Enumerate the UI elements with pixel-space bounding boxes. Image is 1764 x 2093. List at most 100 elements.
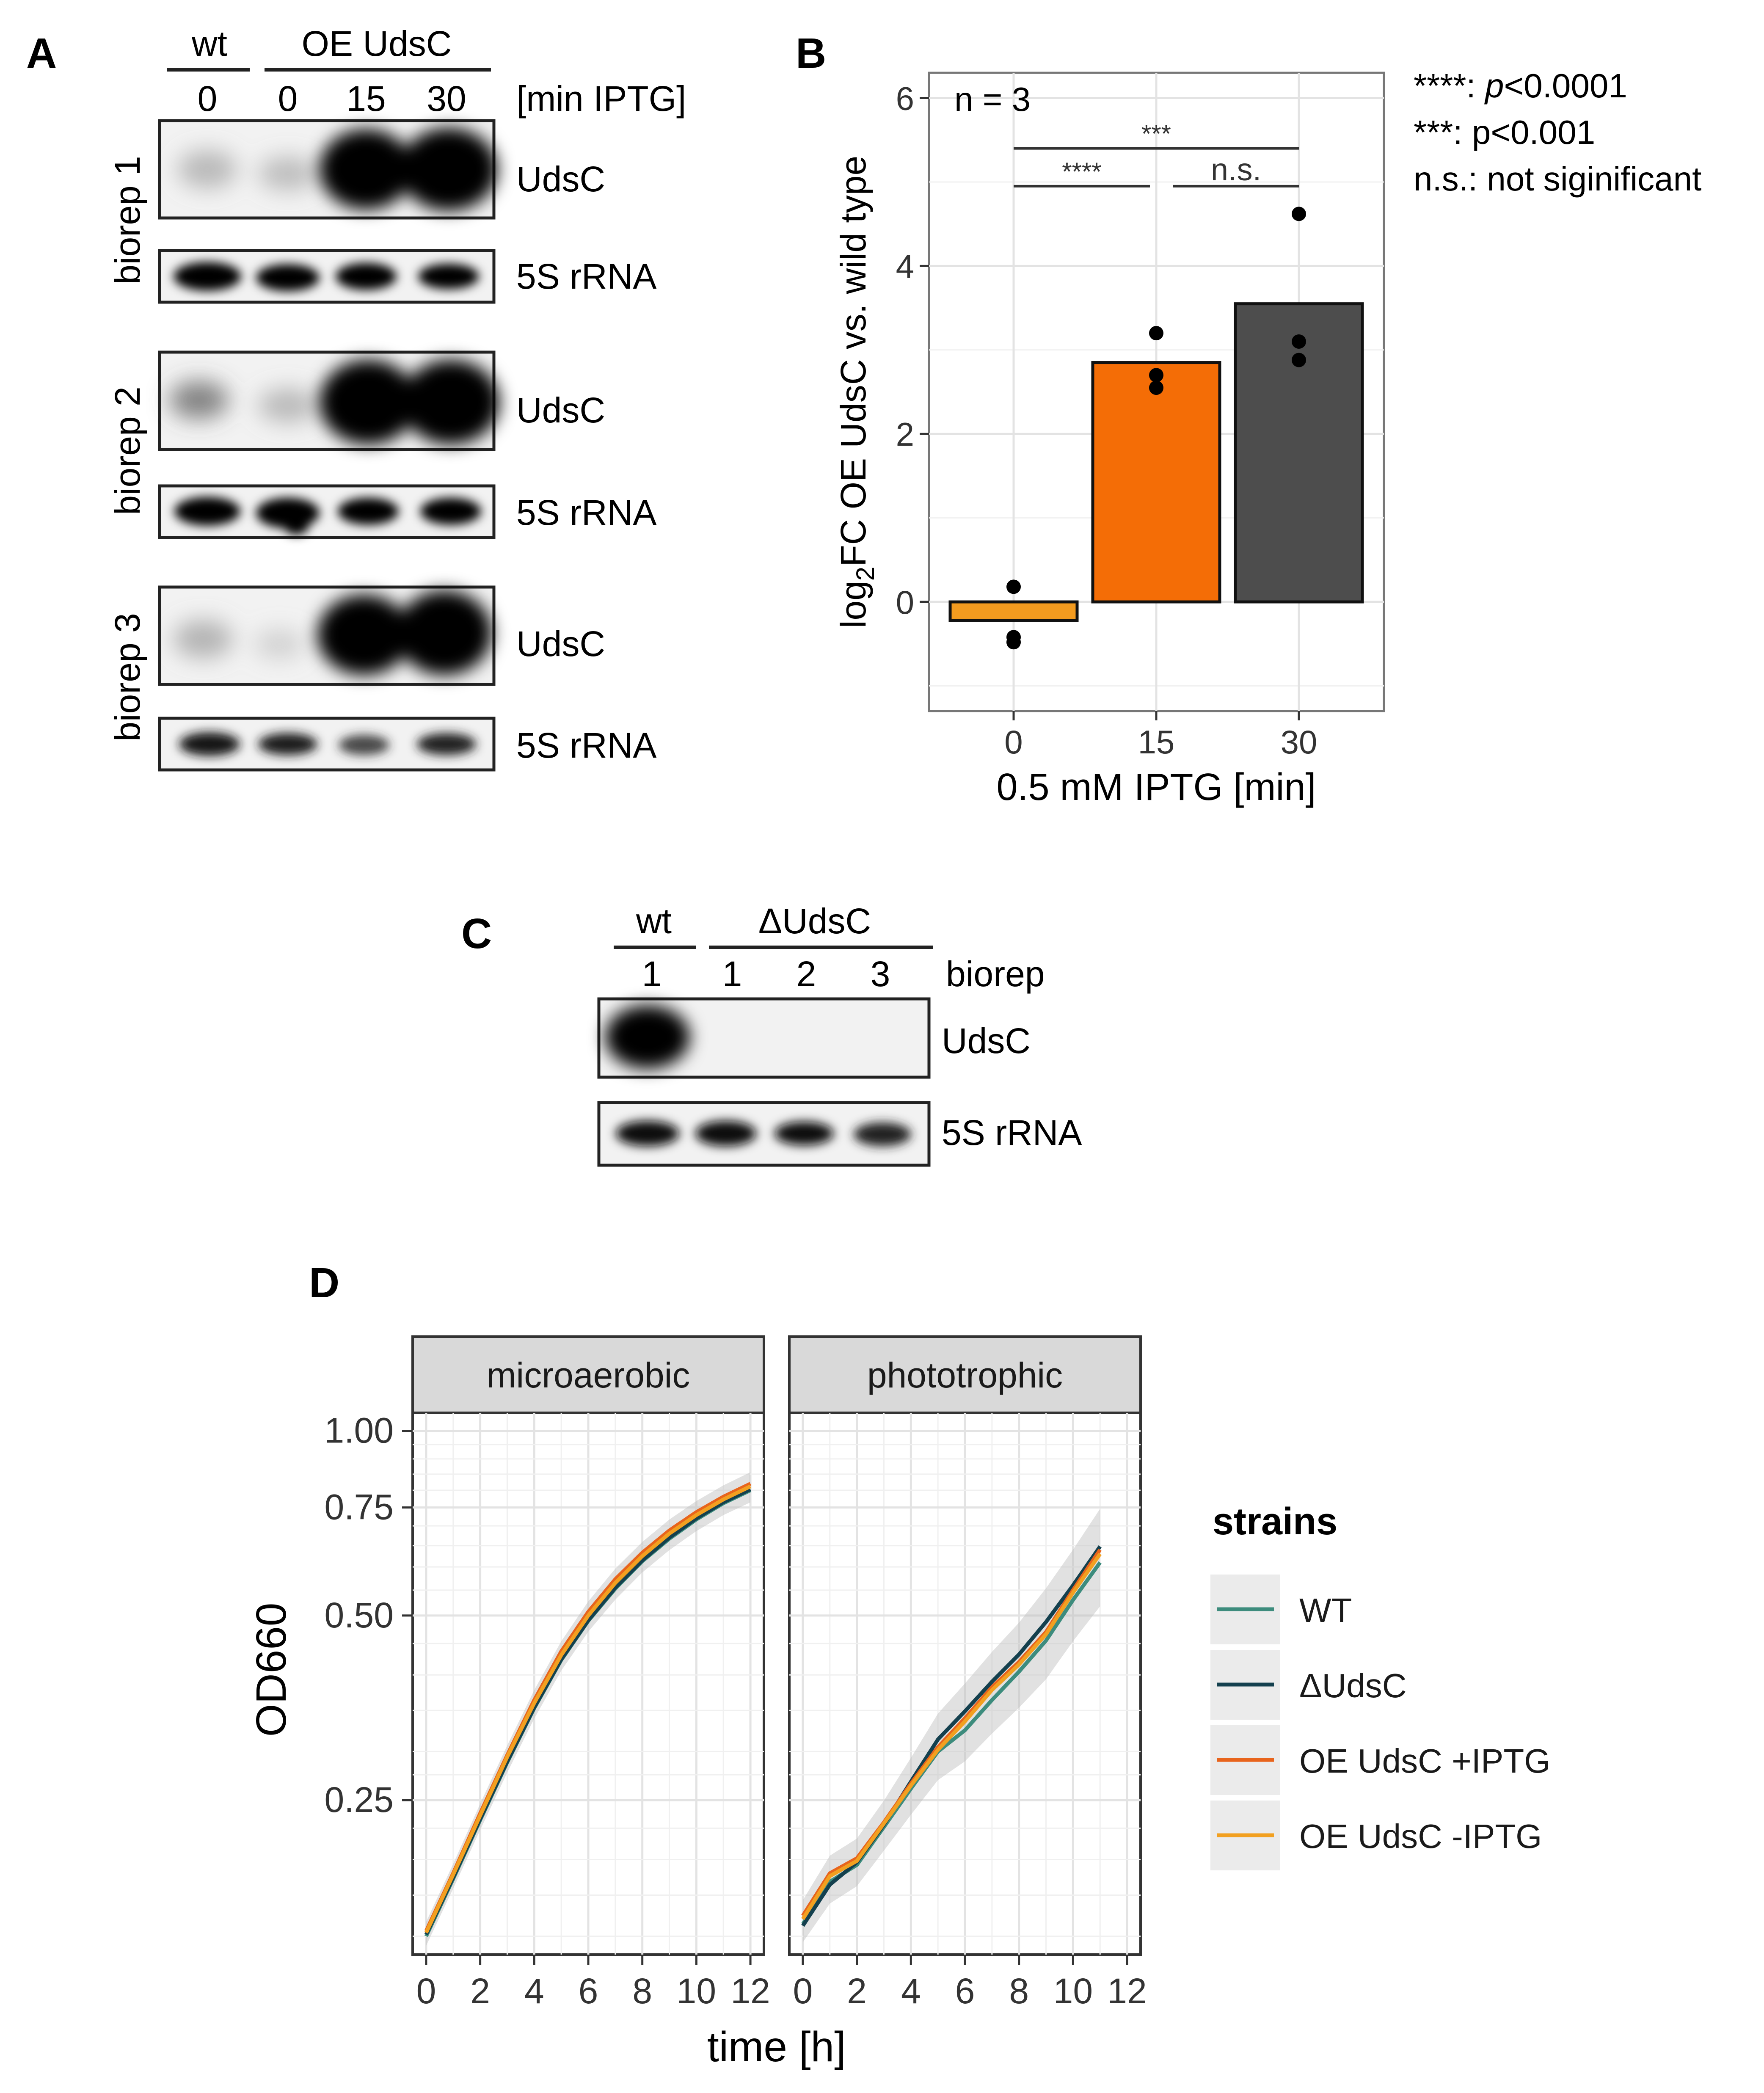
plot-b-significance: ******* n.s. <box>1014 120 1299 188</box>
plot-d-ylabel: OD660 <box>248 1603 295 1737</box>
x-tick-label: 10 <box>677 1971 716 2011</box>
plot-d-xlabel: time [h] <box>707 2023 846 2071</box>
panel-d: D microaerobic phototrophic 0 2 4 6 8 10 12 0 2 4… <box>248 1259 1550 2071</box>
sig-legend-line: ***: p<0.001 <box>1414 113 1595 151</box>
bar <box>1091 361 1221 604</box>
group-oe-label: OE UdsC <box>302 24 452 63</box>
sig-value: <0.0001 <box>1504 67 1627 105</box>
plot-b-x-ticks: 0 15 30 <box>1004 711 1317 761</box>
lane-label: 3 <box>871 954 890 994</box>
lane-unit-label: biorep <box>946 954 1045 994</box>
y-tick-label: 0.50 <box>325 1595 394 1635</box>
band-5s-label: 5S rRNA <box>516 493 656 532</box>
plot-d-grid <box>413 1413 1141 1955</box>
plot-b-points <box>1006 207 1306 650</box>
band-5s-label: 5S rRNA <box>516 256 656 296</box>
facet-strip-phototrophic <box>788 1335 1142 1414</box>
sig-legend-line: ****: p<0.0001 <box>1414 67 1627 105</box>
band-udsc-strong <box>320 360 417 444</box>
biorep-label: biorep 3 <box>107 613 147 742</box>
band-udsc-label: UdsC <box>516 159 605 199</box>
lane-label: 2 <box>797 954 816 994</box>
significance-legend: ****: p<0.0001 ***: p<0.001 n.s.: not si… <box>1414 67 1701 198</box>
plot-d-axes: 0 2 4 6 8 10 12 0 2 4 6 8 10 120.250.500.751.00 <box>325 1411 1147 2011</box>
biorep-label: biorep 2 <box>107 386 147 515</box>
x-tick-label: 10 <box>1053 1971 1093 2011</box>
band-udsc-strong <box>402 360 499 444</box>
ylabel-part: log <box>833 581 873 628</box>
plot-d-legend: strains WT ΔUdsC OE UdsC +IPTG OE UdsC -IPT… <box>1210 1500 1550 1870</box>
x-tick-label: 0 <box>793 1971 813 2011</box>
data-point <box>1149 326 1163 341</box>
lane-label: 1 <box>642 954 662 994</box>
series-line <box>424 1484 752 1934</box>
sig-p: p <box>1484 67 1504 105</box>
y-tick-label: 1.00 <box>325 1411 394 1450</box>
significance-label: **** <box>1062 157 1101 186</box>
data-point <box>1292 353 1306 367</box>
lane-label: 30 <box>427 79 466 119</box>
plot-d-lines <box>424 1482 1102 1937</box>
blot-group-biorep-3: biorep 3 UdsC 5S rRNA <box>107 585 656 772</box>
x-tick-label: 30 <box>1281 723 1317 761</box>
x-tick-label: 2 <box>847 1971 867 2011</box>
panel-a-label: A <box>26 30 57 77</box>
legend-label: ΔUdsC <box>1299 1667 1406 1704</box>
data-point <box>1292 334 1306 349</box>
x-tick-label: 0 <box>416 1971 436 2011</box>
y-tick-label: 0 <box>896 584 914 621</box>
x-tick-label: 8 <box>632 1971 652 2011</box>
plot-b-ylabel: log2FC OE UdsC vs. wild type <box>833 156 879 628</box>
facet-label: phototrophic <box>867 1355 1063 1395</box>
y-tick-label: 2 <box>896 416 914 453</box>
facet-label: microaerobic <box>487 1355 690 1395</box>
lane-label: 15 <box>346 79 386 119</box>
data-point <box>1006 579 1021 594</box>
band-udsc-strong <box>317 595 411 675</box>
plot-b-y-ticks: 0 2 4 6 <box>896 80 929 621</box>
band-udsc-label: UdsC <box>516 624 605 664</box>
lane-label: 0 <box>198 79 218 119</box>
y-tick-label: 0.75 <box>325 1487 394 1527</box>
legend-label: OE UdsC -IPTG <box>1299 1817 1542 1855</box>
y-tick-label: 6 <box>896 80 914 117</box>
sig-stars: ****: <box>1414 67 1485 105</box>
blot-group-biorep-2: biorep 2 UdsC 5S rRNA <box>107 350 656 539</box>
lane-label: 0 <box>278 79 298 119</box>
x-tick-label: 4 <box>901 1971 921 2011</box>
band-udsc-label: UdsC <box>942 1021 1031 1061</box>
panel-d-label: D <box>309 1259 339 1307</box>
x-tick-label: 6 <box>955 1971 975 2011</box>
band-udsc-label: UdsC <box>516 390 605 430</box>
series-line <box>801 1545 1102 1927</box>
lane-label: 1 <box>722 954 742 994</box>
significance-label: *** <box>1141 120 1171 148</box>
band-udsc-strong <box>605 1005 690 1069</box>
lane-unit-label: [min IPTG] <box>516 79 686 119</box>
group-wt-label: wt <box>636 901 672 941</box>
legend-label: WT <box>1299 1591 1352 1629</box>
y-tick-label: 0.25 <box>325 1780 394 1820</box>
band-5s-label: 5S rRNA <box>942 1113 1082 1153</box>
legend-label: OE UdsC +IPTG <box>1299 1742 1550 1780</box>
x-tick-label: 0 <box>1004 723 1023 761</box>
group-wt-label: wt <box>191 24 227 63</box>
data-point <box>1292 207 1306 221</box>
x-tick-label: 6 <box>579 1971 598 2011</box>
plot-b-xlabel: 0.5 mM IPTG [min] <box>996 766 1316 808</box>
legend-title: strains <box>1213 1500 1337 1543</box>
x-tick-label: 12 <box>730 1971 770 2011</box>
bar <box>948 600 1079 622</box>
significance-label: n.s. <box>1211 152 1261 187</box>
sig-legend-line: n.s.: not siginificant <box>1414 160 1701 198</box>
blot-group-biorep-1: biorep 1 UdsC 5S rRNA <box>107 119 656 304</box>
data-point <box>1149 381 1163 395</box>
ylabel-subscript: 2 <box>851 567 879 581</box>
y-tick-label: 4 <box>896 248 914 285</box>
data-point <box>1149 368 1163 383</box>
band-udsc-strong <box>397 590 492 675</box>
band-5s-label: 5S rRNA <box>516 725 656 765</box>
panel-c: C wt ΔUdsC 1 1 2 3 biorep UdsC 5S rRNA <box>461 901 1082 1167</box>
band-udsc-strong <box>320 129 413 210</box>
